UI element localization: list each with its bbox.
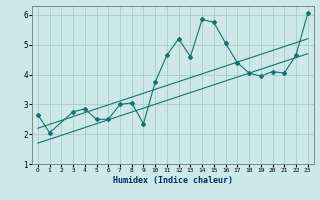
X-axis label: Humidex (Indice chaleur): Humidex (Indice chaleur)	[113, 176, 233, 185]
